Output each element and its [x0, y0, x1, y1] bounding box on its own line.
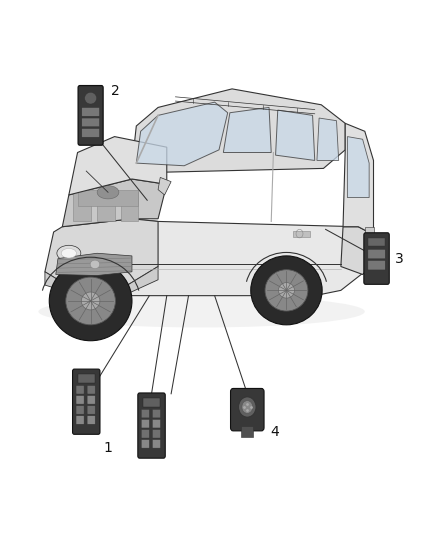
Polygon shape [45, 219, 158, 290]
Polygon shape [53, 219, 371, 296]
FancyBboxPatch shape [364, 233, 389, 284]
FancyBboxPatch shape [368, 261, 385, 270]
Bar [143, 398, 160, 407]
Polygon shape [45, 266, 158, 296]
Polygon shape [347, 136, 369, 198]
Ellipse shape [81, 292, 100, 310]
FancyBboxPatch shape [368, 249, 385, 259]
FancyBboxPatch shape [76, 406, 84, 414]
Bar [78, 190, 138, 206]
FancyBboxPatch shape [152, 419, 160, 428]
FancyBboxPatch shape [138, 393, 165, 458]
Ellipse shape [97, 185, 119, 199]
Polygon shape [136, 102, 228, 166]
Bar [293, 231, 311, 237]
Text: 2: 2 [111, 84, 120, 98]
FancyBboxPatch shape [76, 416, 84, 424]
Ellipse shape [251, 256, 322, 325]
Polygon shape [158, 177, 171, 195]
FancyBboxPatch shape [87, 416, 95, 424]
Ellipse shape [239, 397, 256, 417]
Polygon shape [132, 89, 345, 172]
FancyBboxPatch shape [82, 108, 99, 116]
FancyBboxPatch shape [82, 128, 99, 137]
Bar [365, 227, 374, 248]
Polygon shape [343, 123, 374, 235]
FancyBboxPatch shape [76, 385, 84, 394]
Ellipse shape [265, 270, 308, 311]
FancyBboxPatch shape [87, 395, 95, 404]
Bar [97, 192, 115, 221]
Text: 1: 1 [104, 441, 113, 455]
Bar [78, 374, 95, 383]
Ellipse shape [61, 248, 77, 258]
Ellipse shape [90, 260, 100, 269]
Ellipse shape [279, 282, 294, 298]
FancyBboxPatch shape [87, 385, 95, 394]
Polygon shape [341, 227, 378, 274]
Ellipse shape [242, 401, 253, 414]
Text: 3: 3 [395, 252, 404, 265]
Ellipse shape [57, 245, 81, 261]
Bar [121, 192, 138, 221]
Ellipse shape [49, 261, 132, 341]
Bar [368, 238, 385, 246]
FancyBboxPatch shape [78, 86, 103, 145]
FancyBboxPatch shape [141, 409, 149, 418]
Polygon shape [56, 253, 132, 276]
FancyBboxPatch shape [82, 118, 99, 127]
FancyBboxPatch shape [230, 389, 264, 431]
Ellipse shape [39, 296, 365, 327]
Polygon shape [317, 118, 339, 160]
FancyBboxPatch shape [152, 409, 160, 418]
FancyBboxPatch shape [152, 440, 160, 448]
Polygon shape [69, 136, 167, 195]
Bar [73, 192, 91, 221]
Ellipse shape [85, 92, 97, 104]
FancyBboxPatch shape [152, 430, 160, 438]
FancyBboxPatch shape [141, 430, 149, 438]
FancyBboxPatch shape [87, 406, 95, 414]
FancyBboxPatch shape [141, 440, 149, 448]
Polygon shape [276, 110, 315, 160]
Polygon shape [223, 108, 271, 152]
Polygon shape [62, 179, 167, 227]
FancyBboxPatch shape [141, 419, 149, 428]
Text: 4: 4 [270, 425, 279, 439]
FancyBboxPatch shape [73, 369, 100, 434]
Bar [241, 425, 253, 437]
FancyBboxPatch shape [76, 395, 84, 404]
Ellipse shape [66, 277, 116, 325]
